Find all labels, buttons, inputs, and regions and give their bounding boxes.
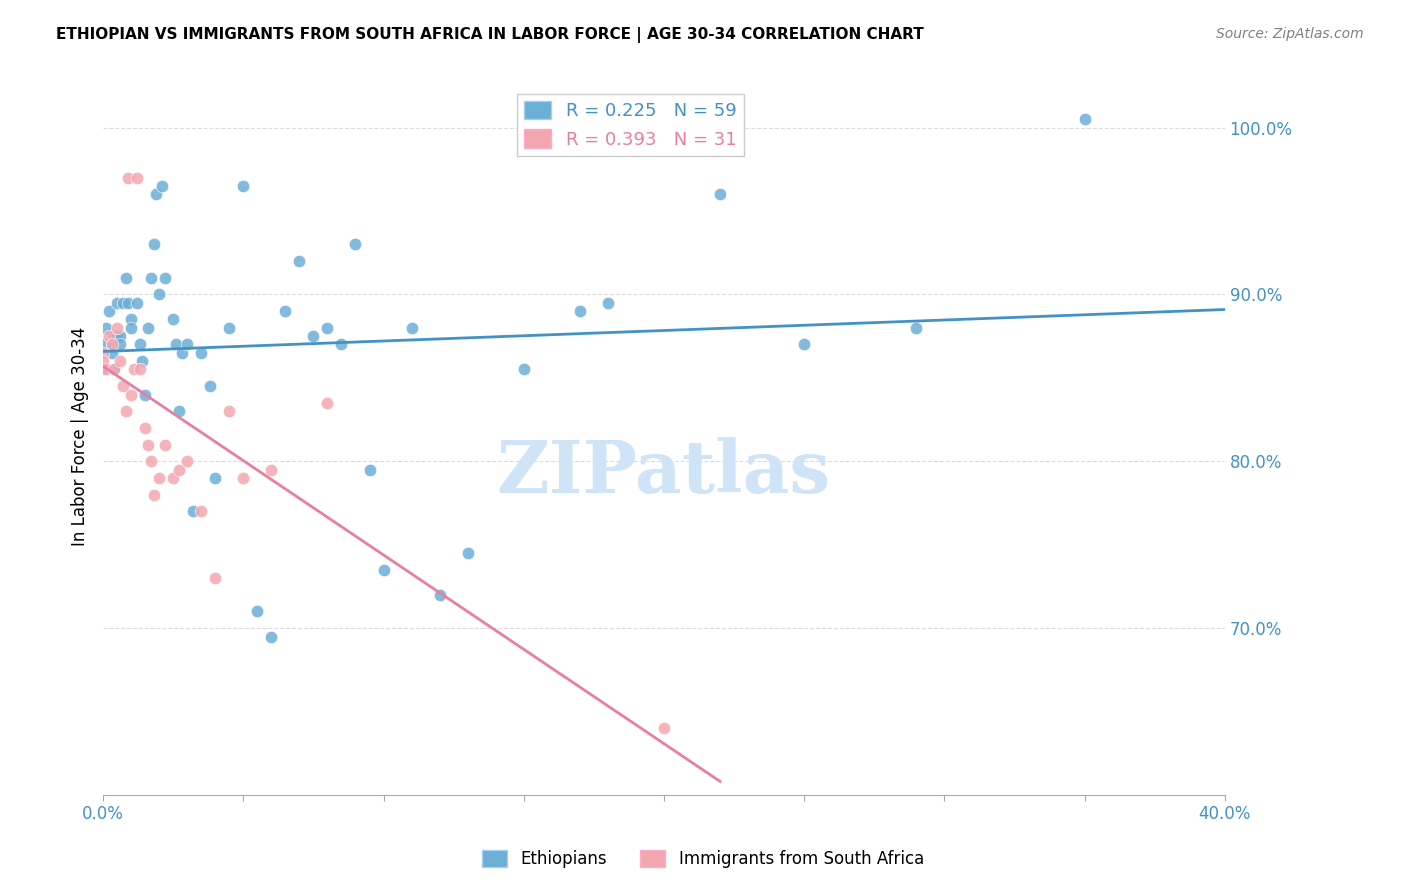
Point — [288, 254, 311, 268]
Point — [176, 337, 198, 351]
Point — [1073, 112, 1095, 127]
Point — [190, 346, 212, 360]
Point — [100, 337, 122, 351]
Point — [330, 337, 353, 351]
Point — [108, 329, 131, 343]
Point — [105, 320, 128, 334]
Point — [274, 304, 297, 318]
Point — [114, 404, 136, 418]
Point — [204, 471, 226, 485]
Point — [218, 404, 240, 418]
Point — [91, 362, 114, 376]
Point — [167, 404, 190, 418]
Point — [170, 346, 193, 360]
Point — [260, 462, 283, 476]
Point — [596, 295, 619, 310]
Point — [111, 379, 134, 393]
Point — [190, 504, 212, 518]
Point — [105, 329, 128, 343]
Point — [176, 454, 198, 468]
Point — [153, 270, 176, 285]
Point — [94, 362, 117, 376]
Point — [103, 362, 125, 376]
Point — [125, 295, 148, 310]
Point — [401, 320, 423, 334]
Point — [260, 630, 283, 644]
Point — [91, 337, 114, 351]
Point — [457, 546, 479, 560]
Point — [120, 312, 142, 326]
Legend: Ethiopians, Immigrants from South Africa: Ethiopians, Immigrants from South Africa — [475, 843, 931, 875]
Point — [142, 237, 165, 252]
Point — [204, 571, 226, 585]
Text: ZIPatlas: ZIPatlas — [496, 436, 831, 508]
Point — [316, 320, 339, 334]
Point — [136, 320, 159, 334]
Point — [97, 304, 120, 318]
Point — [94, 320, 117, 334]
Point — [359, 462, 381, 476]
Point — [652, 721, 675, 735]
Point — [905, 320, 928, 334]
Point — [162, 312, 184, 326]
Point — [122, 362, 145, 376]
Point — [108, 354, 131, 368]
Point — [145, 187, 167, 202]
Point — [246, 605, 269, 619]
Point — [131, 354, 153, 368]
Point — [181, 504, 204, 518]
Point — [232, 471, 254, 485]
Point — [232, 178, 254, 193]
Point — [167, 462, 190, 476]
Point — [91, 354, 114, 368]
Point — [103, 362, 125, 376]
Point — [153, 437, 176, 451]
Point — [136, 437, 159, 451]
Point — [105, 295, 128, 310]
Point — [120, 320, 142, 334]
Point — [114, 270, 136, 285]
Point — [108, 337, 131, 351]
Point — [162, 471, 184, 485]
Point — [344, 237, 367, 252]
Point — [97, 329, 120, 343]
Point — [218, 320, 240, 334]
Point — [512, 362, 534, 376]
Point — [117, 295, 139, 310]
Point — [139, 270, 162, 285]
Text: ETHIOPIAN VS IMMIGRANTS FROM SOUTH AFRICA IN LABOR FORCE | AGE 30-34 CORRELATION: ETHIOPIAN VS IMMIGRANTS FROM SOUTH AFRIC… — [56, 27, 924, 43]
Point — [139, 454, 162, 468]
Legend: R = 0.225   N = 59, R = 0.393   N = 31: R = 0.225 N = 59, R = 0.393 N = 31 — [517, 94, 744, 156]
Point — [709, 187, 731, 202]
Point — [100, 346, 122, 360]
Point — [128, 337, 150, 351]
Point — [103, 329, 125, 343]
Point — [91, 346, 114, 360]
Point — [302, 329, 325, 343]
Point — [117, 170, 139, 185]
Point — [165, 337, 187, 351]
Point — [100, 337, 122, 351]
Point — [148, 287, 170, 301]
Point — [134, 387, 156, 401]
Point — [125, 170, 148, 185]
Point — [150, 178, 173, 193]
Y-axis label: In Labor Force | Age 30-34: In Labor Force | Age 30-34 — [72, 326, 89, 546]
Point — [429, 588, 451, 602]
Point — [128, 362, 150, 376]
Point — [142, 488, 165, 502]
Point — [198, 379, 221, 393]
Text: Source: ZipAtlas.com: Source: ZipAtlas.com — [1216, 27, 1364, 41]
Point — [316, 396, 339, 410]
Point — [111, 295, 134, 310]
Point — [568, 304, 591, 318]
Point — [120, 387, 142, 401]
Point — [148, 471, 170, 485]
Point — [793, 337, 815, 351]
Point — [134, 421, 156, 435]
Point — [373, 563, 395, 577]
